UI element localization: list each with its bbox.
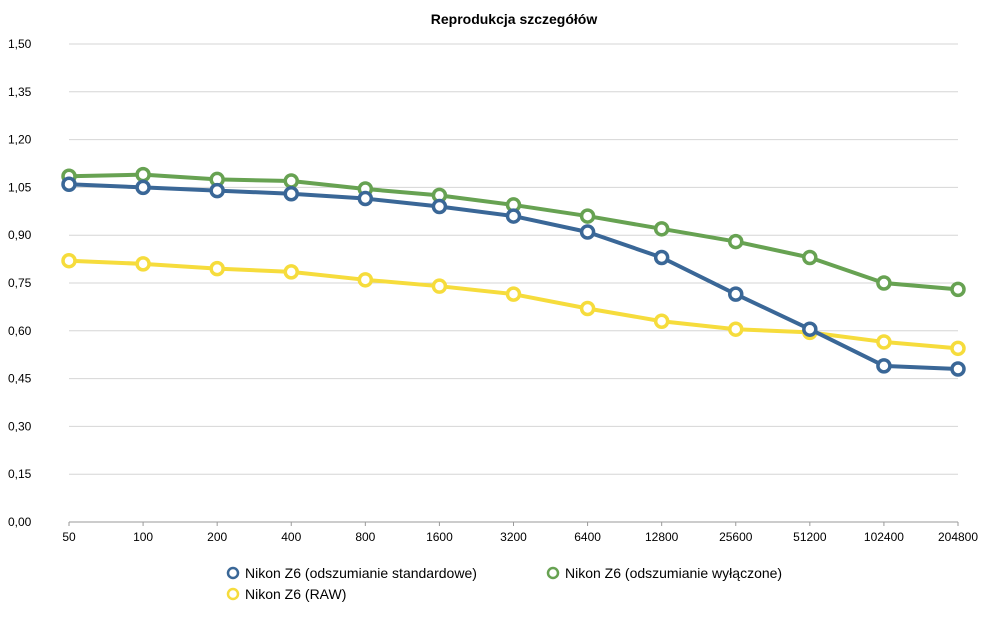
y-tick-label: 0,30 — [8, 419, 32, 433]
data-point — [135, 179, 151, 196]
series-1 — [61, 166, 966, 298]
data-point — [431, 198, 448, 215]
y-tick-label: 0,45 — [8, 372, 32, 386]
x-tick-label: 102400 — [864, 530, 904, 544]
data-point — [209, 260, 225, 277]
data-point — [802, 321, 818, 337]
data-point — [579, 300, 596, 317]
legend-label: Nikon Z6 (odszumianie standardowe) — [245, 565, 477, 581]
data-point — [950, 281, 966, 298]
x-tick-label: 12800 — [645, 530, 679, 544]
data-point — [283, 264, 299, 280]
legend-item: Nikon Z6 (odszumianie standardowe) — [226, 565, 477, 581]
legend-label: Nikon Z6 (RAW) — [245, 586, 346, 602]
x-tick-label: 51200 — [793, 530, 827, 544]
y-tick-label: 0,00 — [8, 515, 32, 529]
legend-label: Nikon Z6 (odszumianie wyłączone) — [565, 565, 782, 581]
data-point — [505, 286, 522, 302]
grid — [69, 43, 958, 523]
data-point — [61, 252, 77, 269]
data-point — [653, 221, 670, 237]
data-point — [876, 275, 892, 291]
y-tick-label: 0,90 — [8, 228, 32, 242]
x-axis-ticks: 50 100 200 400 800 1600 3200 6400 12800 25600 5120… — [62, 522, 978, 544]
y-tick-label: 0,60 — [8, 324, 32, 338]
x-tick-label: 3200 — [500, 530, 527, 544]
legend: Nikon Z6 (odszumianie standardowe) Nikon … — [226, 565, 782, 602]
data-point — [431, 278, 448, 294]
data-point — [135, 256, 151, 272]
y-tick-label: 1,35 — [8, 85, 32, 99]
series-0 — [61, 176, 966, 377]
data-point — [653, 249, 670, 266]
legend-marker — [546, 566, 560, 580]
y-tick-label: 1,50 — [8, 37, 32, 51]
data-point — [950, 361, 966, 377]
y-tick-label: 1,05 — [8, 180, 32, 194]
data-point — [728, 321, 744, 337]
y-tick-label: 1,20 — [8, 133, 32, 147]
y-tick-label: 0,15 — [8, 467, 32, 481]
legend-item: Nikon Z6 (RAW) — [226, 586, 346, 602]
data-point — [876, 334, 892, 350]
data-point — [653, 313, 670, 329]
data-point — [579, 208, 596, 224]
x-tick-label: 6400 — [574, 530, 601, 544]
legend-item: Nikon Z6 (odszumianie wyłączone) — [546, 565, 782, 581]
data-point — [876, 358, 892, 374]
data-point — [357, 190, 374, 207]
data-point — [505, 208, 522, 224]
data-point — [283, 173, 299, 189]
x-tick-label: 50 — [62, 530, 76, 544]
x-tick-label: 200 — [207, 530, 227, 544]
y-axis-ticks: 0,00 0,15 0,30 0,45 0,60 0,75 0,90 1,05 1,20 1,35… — [8, 37, 32, 529]
x-tick-label: 800 — [355, 530, 375, 544]
legend-marker — [226, 566, 240, 580]
data-point — [728, 233, 744, 250]
data-point — [579, 224, 596, 240]
data-point — [283, 186, 299, 202]
data-point — [135, 166, 151, 183]
x-tick-label: 400 — [281, 530, 301, 544]
data-point — [209, 182, 225, 199]
data-point — [802, 249, 818, 266]
data-point — [61, 176, 77, 192]
x-tick-label: 25600 — [719, 530, 753, 544]
legend-marker — [226, 587, 240, 601]
data-point — [950, 340, 966, 357]
y-tick-label: 0,75 — [8, 276, 32, 290]
x-tick-label: 100 — [133, 530, 153, 544]
data-point — [357, 272, 374, 288]
x-tick-label: 1600 — [426, 530, 453, 544]
chart-title: Reprodukcja szczegółów — [431, 11, 598, 27]
data-point — [728, 286, 744, 302]
series-group — [61, 166, 966, 377]
x-tick-label: 204800 — [938, 530, 978, 544]
